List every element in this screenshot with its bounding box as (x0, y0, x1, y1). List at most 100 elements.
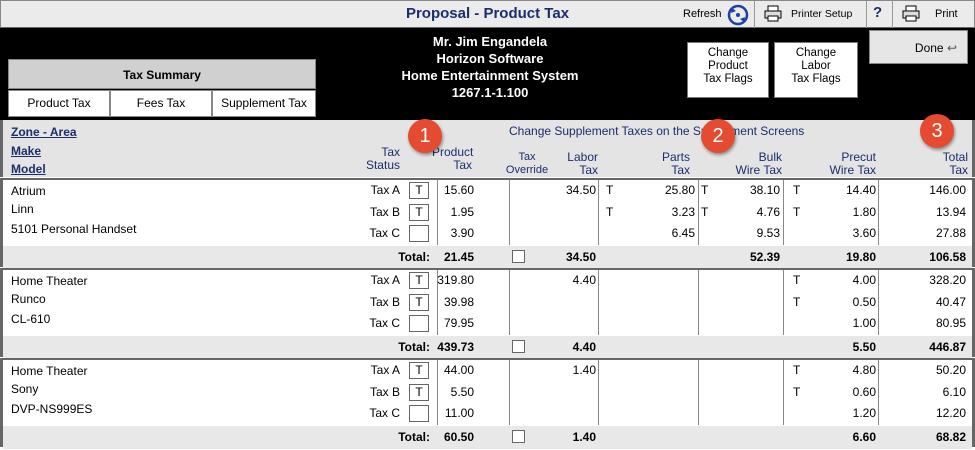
printer-setup-button[interactable]: Printer Setup (791, 8, 853, 20)
customer-company: Horizon Software (436, 51, 544, 66)
print-button[interactable]: Print (935, 8, 958, 20)
tax-status-label: Tax B (369, 204, 400, 219)
column-divider (878, 270, 879, 335)
total-tax-value: 80.95 (935, 316, 966, 330)
bulk-wire-tax-value: 4.76 (756, 204, 780, 219)
col-line: Precut (841, 150, 876, 164)
customer-system: Home Entertainment System (401, 68, 579, 83)
product-tax-value: 39.98 (443, 294, 474, 309)
callout-badge-1: 1 (408, 119, 442, 153)
tax-flag-toggle[interactable]: T (409, 272, 429, 289)
btn-line: Tax Flags (791, 73, 841, 85)
precut-wire-tax-value: 1.00 (852, 316, 876, 330)
tax-summary-label: Tax Summary (8, 59, 316, 89)
done-label: Done (914, 41, 944, 55)
tax-flag-toggle[interactable] (409, 315, 429, 332)
product-group (0, 358, 975, 447)
bulk-wire-tax-flag: T (793, 363, 801, 377)
zone-area-text: Atrium (11, 184, 46, 198)
tax-flag-toggle[interactable]: T (409, 182, 429, 199)
labor-tax-flag: T (606, 183, 614, 197)
product-tax-value: 5.50 (450, 384, 474, 399)
bulk-wire-tax-flag: T (793, 183, 801, 197)
column-divider (698, 270, 699, 335)
refresh-icon[interactable] (727, 4, 749, 26)
zone-area-sort-link[interactable]: Zone - Area (11, 125, 77, 139)
col-line: Tax (949, 163, 968, 177)
parts-tax-value: 25.80 (664, 183, 695, 197)
column-divider (878, 360, 879, 425)
column-divider (598, 360, 599, 425)
col-line: Total (942, 150, 968, 164)
tab-supplement-tax[interactable]: Supplement Tax (212, 90, 316, 117)
tax-flag-toggle[interactable]: T (409, 383, 429, 401)
window-title: Proposal - Product Tax (405, 5, 570, 22)
product-tax-value: 319.80 (437, 273, 474, 287)
supplement-note: Change Supplement Taxes on the Supplemen… (509, 124, 805, 138)
product-tax-total: 21.45 (443, 249, 474, 264)
tax-override-checkbox[interactable] (512, 339, 525, 353)
col-line: Tax (671, 163, 690, 177)
product-tax-value: 1.95 (450, 204, 474, 219)
help-button[interactable]: ? (873, 4, 883, 21)
refresh-button[interactable]: Refresh (683, 1, 722, 27)
parts-tax-value: 6.45 (671, 226, 695, 240)
print-icon[interactable] (902, 5, 920, 22)
customer-name: Mr. Jim Engandela (432, 34, 548, 49)
product-tax-value: 44.00 (443, 363, 474, 377)
labor-tax-value: 34.50 (565, 183, 596, 197)
tax-flag-toggle[interactable]: T (409, 203, 429, 221)
labor-tax-total: 34.50 (565, 249, 596, 264)
col-precut-wire-tax: Precut Wire Tax (800, 151, 876, 177)
btn-line: Tax Flags (703, 73, 753, 85)
bulk-wire-tax-total: 52.39 (749, 249, 780, 264)
total-row (3, 245, 972, 269)
change-labor-tax-flags-button[interactable]: Change Labor Tax Flags (774, 42, 858, 98)
callout-badge-2: 2 (701, 119, 735, 153)
column-divider (598, 180, 599, 245)
make-text: Sony (11, 382, 39, 396)
return-arrow-icon: ↩ (946, 41, 957, 55)
parts-tax-flag: T (701, 183, 709, 197)
tax-flag-toggle[interactable]: T (409, 362, 429, 379)
total-label: Total: (398, 339, 430, 354)
printer-icon[interactable] (764, 5, 782, 22)
model-text: CL-610 (11, 312, 51, 326)
proposal-number: 1267.1-1.100 (451, 85, 529, 100)
total-tax-value: 146.00 (929, 183, 966, 197)
precut-wire-tax-value: 14.40 (845, 183, 876, 197)
tab-fees-tax[interactable]: Fees Tax (110, 90, 212, 117)
precut-wire-tax-total: 19.80 (845, 249, 876, 264)
make-sort-link[interactable]: Make (11, 144, 42, 158)
parts-tax-value: 3.23 (671, 204, 695, 219)
parts-tax-flag: T (701, 204, 709, 219)
btn-line: Change (795, 47, 837, 59)
model-text: DVP-NS999ES (11, 402, 93, 416)
tax-override-checkbox[interactable] (512, 249, 525, 263)
bulk-wire-tax-flag: T (793, 294, 801, 309)
total-tax-value: 40.47 (935, 294, 966, 309)
column-divider (783, 360, 784, 425)
labor-tax-total: 1.40 (572, 429, 596, 444)
done-button[interactable]: Done ↩ (869, 30, 968, 64)
tax-flag-toggle[interactable] (409, 225, 429, 242)
bulk-wire-tax-value: 9.53 (756, 226, 780, 240)
tax-flag-toggle[interactable]: T (409, 293, 429, 311)
total-label: Total: (398, 249, 430, 264)
precut-wire-tax-value: 1.80 (852, 204, 876, 219)
labor-tax-value: 1.40 (572, 363, 596, 377)
model-text: 5101 Personal Handset (11, 222, 137, 236)
tab-product-tax[interactable]: Product Tax (8, 90, 110, 117)
product-tax-value: 11.00 (444, 406, 474, 420)
tax-flag-toggle[interactable] (409, 405, 429, 422)
total-tax-value: 328.20 (929, 273, 966, 287)
change-product-tax-flags-button[interactable]: Change Product Tax Flags (687, 42, 769, 98)
tax-override-checkbox[interactable] (512, 429, 525, 443)
tax-status-label: Tax C (369, 316, 400, 330)
labor-tax-flag: T (606, 204, 614, 219)
product-group (0, 268, 975, 357)
column-header-row (0, 120, 975, 177)
col-product-tax: Product Tax (432, 146, 473, 172)
model-sort-link[interactable]: Model (11, 162, 46, 176)
tax-status-label: Tax B (369, 384, 400, 399)
